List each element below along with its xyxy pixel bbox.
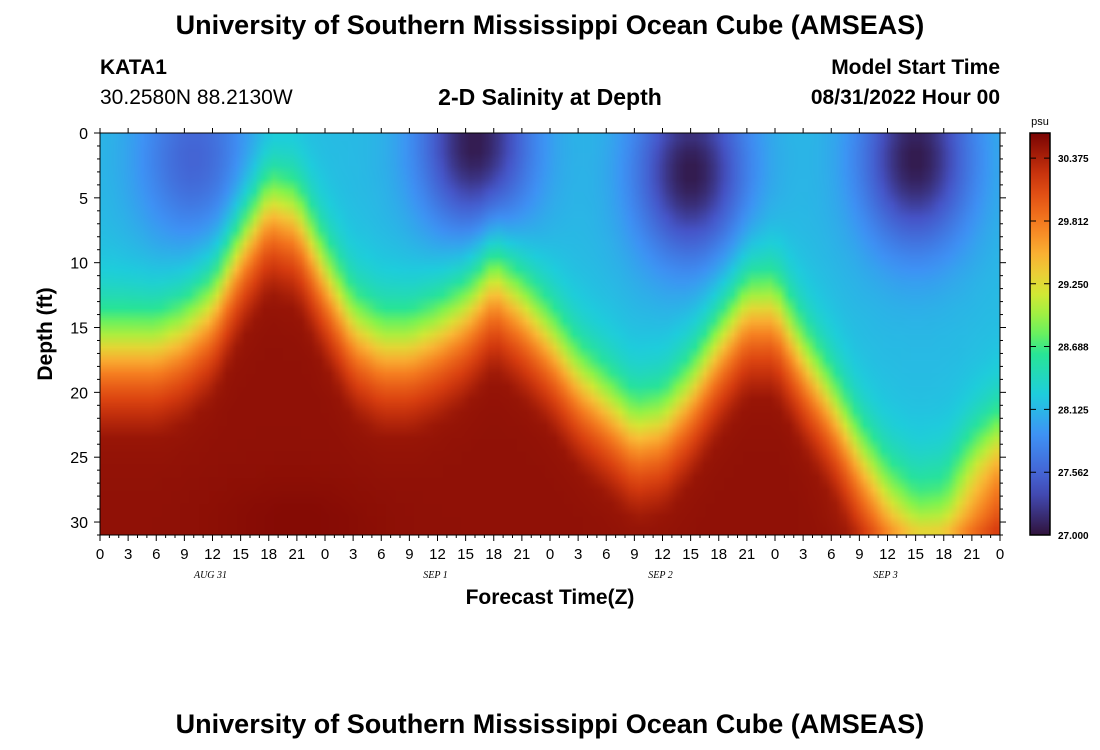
x-tick-label: 21	[289, 546, 306, 563]
day-label: SEP 3	[873, 570, 898, 581]
x-tick-label: 0	[771, 546, 779, 563]
colorbar-ticks: 30.375 29.812 29.250 28.688 28.125 27.562 27.0…	[1030, 154, 1089, 542]
x-tick-label: 15	[457, 546, 474, 563]
day-label: SEP 1	[423, 570, 448, 581]
x-tick-label: 6	[152, 546, 160, 563]
y-tick-label: 20	[70, 385, 88, 402]
x-tick-label: 3	[349, 546, 357, 563]
x-tick-label: 6	[827, 546, 835, 563]
x-tick-label: 12	[429, 546, 446, 563]
x-tick-label: 12	[654, 546, 671, 563]
day-label: AUG 31	[193, 570, 227, 581]
x-tick-label: 21	[964, 546, 981, 563]
x-tick-label: 3	[574, 546, 582, 563]
y-tick-label: 25	[70, 450, 88, 467]
chart-subtitle: 2-D Salinity at Depth	[438, 84, 662, 110]
y-tick-label: 10	[70, 256, 88, 273]
x-tick-label: 9	[855, 546, 863, 563]
x-tick-label: 9	[405, 546, 413, 563]
colorbar-tick-label: 27.562	[1058, 468, 1089, 479]
y-tick-label: 0	[79, 126, 88, 143]
x-tick-label: 12	[879, 546, 896, 563]
model-start-label: Model Start Time	[831, 56, 1000, 79]
colorbar-tick-label: 29.250	[1058, 280, 1089, 291]
x-tick-label: 0	[321, 546, 329, 563]
footer-title: University of Southern Mississippi Ocean…	[175, 709, 925, 739]
x-tick-label: 0	[96, 546, 104, 563]
colorbar-tick-label: 29.812	[1058, 217, 1089, 228]
colorbar	[1029, 132, 1051, 536]
x-axis: 0 3 6 9 12 15 18 21 0 3 6 9 12 15 18 21 0 3 6 9 12 15 18 21 0 3 6 9…	[96, 128, 1004, 563]
y-tick-label: 30	[70, 515, 88, 532]
day-label: SEP 2	[648, 570, 673, 581]
day-labels: AUG 31 SEP 1 SEP 2 SEP 3	[193, 570, 898, 581]
station-coordinates: 30.2580N 88.2130W	[100, 86, 293, 109]
x-tick-label: 3	[799, 546, 807, 563]
x-tick-label: 21	[514, 546, 531, 563]
x-tick-label: 21	[739, 546, 756, 563]
y-axis: 0 5 10 15 20 25 30	[70, 126, 1006, 536]
y-tick-label: 15	[70, 321, 88, 338]
colorbar-tick-label: 28.688	[1058, 343, 1089, 354]
x-tick-label: 18	[710, 546, 727, 563]
x-tick-label: 18	[485, 546, 502, 563]
colorbar-unit: psu	[1031, 116, 1049, 128]
x-tick-label: 6	[602, 546, 610, 563]
model-start-value: 08/31/2022 Hour 00	[810, 86, 1000, 109]
x-tick-label: 9	[630, 546, 638, 563]
x-tick-label: 15	[907, 546, 924, 563]
x-tick-label: 18	[260, 546, 277, 563]
salinity-heatmap	[100, 133, 1000, 535]
x-tick-label: 15	[232, 546, 249, 563]
colorbar-tick-label: 30.375	[1058, 154, 1089, 165]
station-name: KATA1	[100, 56, 167, 79]
chart-title: University of Southern Mississippi Ocean…	[175, 10, 925, 40]
x-tick-label: 6	[377, 546, 385, 563]
x-tick-label: 0	[546, 546, 554, 563]
x-tick-label: 0	[996, 546, 1004, 563]
y-tick-label: 5	[79, 191, 88, 208]
x-tick-label: 15	[682, 546, 699, 563]
x-tick-label: 9	[180, 546, 188, 563]
colorbar-tick-label: 27.000	[1058, 531, 1089, 542]
x-tick-label: 12	[204, 546, 221, 563]
x-tick-label: 3	[124, 546, 132, 563]
x-tick-label: 18	[935, 546, 952, 563]
y-axis-label: Depth (ft)	[34, 287, 57, 380]
x-axis-label: Forecast Time(Z)	[466, 586, 635, 609]
colorbar-tick-label: 28.125	[1058, 405, 1089, 416]
